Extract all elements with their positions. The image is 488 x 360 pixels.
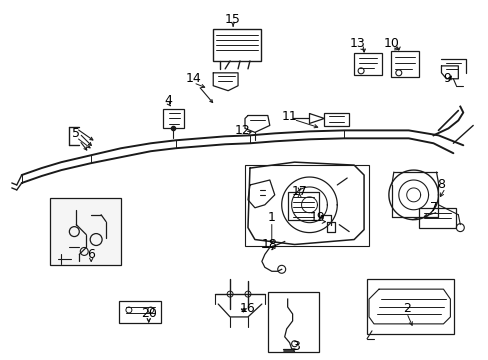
Text: 1: 1 bbox=[267, 211, 275, 224]
Bar bbox=[353, 53, 381, 75]
Text: 13: 13 bbox=[348, 37, 364, 50]
Bar bbox=[163, 109, 184, 129]
Text: 17: 17 bbox=[291, 185, 307, 198]
Text: 12: 12 bbox=[235, 124, 250, 137]
Bar bbox=[213, 29, 260, 61]
Text: 15: 15 bbox=[224, 13, 241, 26]
Bar bbox=[119, 301, 161, 323]
Text: 4: 4 bbox=[164, 94, 172, 107]
Bar bbox=[49, 198, 121, 265]
Bar bbox=[324, 113, 348, 126]
Text: 8: 8 bbox=[437, 179, 445, 192]
Text: 6: 6 bbox=[87, 248, 95, 261]
Text: 5: 5 bbox=[72, 127, 80, 140]
Text: 2: 2 bbox=[402, 302, 410, 315]
Bar bbox=[287, 192, 319, 220]
Text: 9: 9 bbox=[443, 72, 450, 85]
Text: 7: 7 bbox=[428, 201, 437, 214]
Text: 18: 18 bbox=[262, 238, 277, 251]
Bar bbox=[267, 292, 319, 352]
Text: 16: 16 bbox=[240, 302, 255, 315]
Bar bbox=[244, 165, 368, 247]
Text: 20: 20 bbox=[141, 307, 156, 320]
Bar bbox=[390, 51, 418, 77]
Bar bbox=[418, 208, 455, 228]
Text: 10: 10 bbox=[383, 37, 399, 50]
Text: 14: 14 bbox=[185, 72, 201, 85]
Bar bbox=[366, 279, 453, 334]
Text: 11: 11 bbox=[281, 110, 297, 123]
Text: 19: 19 bbox=[309, 211, 325, 224]
Text: 3: 3 bbox=[291, 340, 299, 353]
